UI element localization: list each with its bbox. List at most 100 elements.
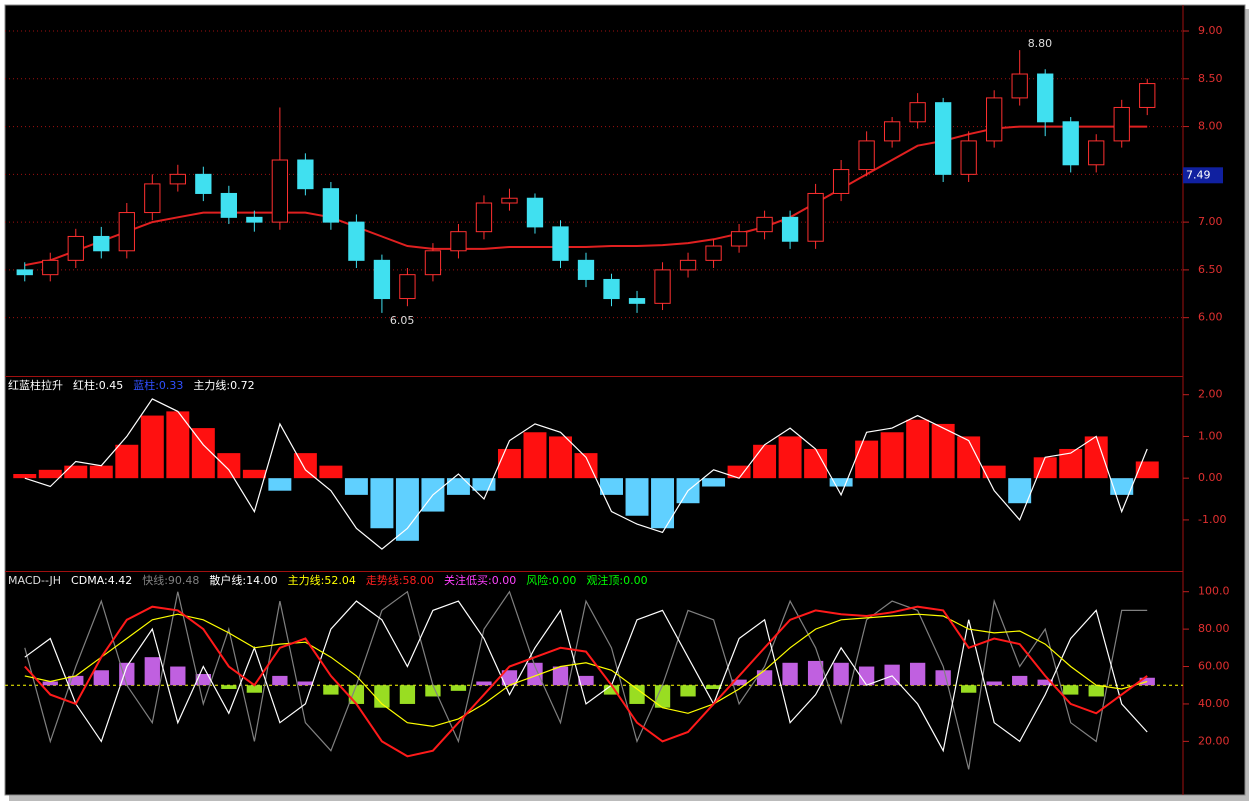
bar bbox=[1059, 448, 1083, 479]
candle-body bbox=[986, 97, 1003, 142]
bar bbox=[702, 478, 726, 487]
histogram-bar bbox=[680, 685, 696, 697]
bar bbox=[982, 465, 1006, 479]
candle-body bbox=[807, 192, 824, 242]
bar bbox=[778, 436, 802, 479]
candle-body bbox=[144, 183, 161, 214]
bar bbox=[727, 465, 751, 479]
bar bbox=[931, 423, 955, 479]
histogram-bar bbox=[450, 685, 467, 691]
chart-frame bbox=[4, 4, 1246, 796]
candle-body bbox=[935, 102, 952, 175]
bar bbox=[1084, 436, 1108, 479]
y-tick-label: 8.00 bbox=[1198, 120, 1223, 133]
histogram-bar bbox=[170, 666, 186, 686]
histogram-bar bbox=[1063, 685, 1079, 695]
bar bbox=[140, 415, 164, 479]
candle-body bbox=[832, 169, 850, 194]
candle-body bbox=[577, 259, 595, 280]
y-tick-label: 20.00 bbox=[1198, 734, 1230, 747]
y-tick-label: -1.00 bbox=[1198, 513, 1226, 526]
candle-body bbox=[960, 140, 977, 175]
y-tick-label: 9.00 bbox=[1198, 24, 1223, 37]
series-line bbox=[24, 125, 1148, 267]
bar bbox=[370, 478, 394, 529]
histogram-bar bbox=[323, 685, 339, 695]
bar bbox=[523, 432, 547, 479]
candle-body bbox=[42, 259, 59, 276]
histogram-bar bbox=[501, 670, 518, 686]
bar bbox=[1033, 457, 1057, 479]
candle-body bbox=[195, 173, 212, 194]
histogram-bar bbox=[935, 670, 951, 686]
bar bbox=[319, 465, 343, 479]
histogram-bar bbox=[425, 685, 441, 697]
bar bbox=[38, 469, 62, 479]
bar bbox=[115, 444, 139, 479]
bar bbox=[957, 436, 981, 479]
candle-body bbox=[1113, 106, 1130, 142]
histogram-bar bbox=[1037, 679, 1053, 686]
histogram-bar bbox=[961, 685, 977, 693]
y-tick-label: 6.50 bbox=[1198, 263, 1223, 276]
histogram-bar bbox=[221, 685, 237, 689]
header-text: 观注顶:0.00 bbox=[586, 573, 647, 587]
candle-body bbox=[399, 274, 416, 300]
bar bbox=[1110, 478, 1134, 495]
series-line bbox=[24, 600, 1148, 753]
bar bbox=[395, 478, 419, 541]
candle-body bbox=[271, 159, 289, 223]
bar bbox=[804, 448, 828, 479]
candle-body bbox=[348, 221, 365, 261]
y-tick-label: 6.00 bbox=[1198, 311, 1223, 324]
y-tick-label: 2.00 bbox=[1198, 388, 1223, 401]
histogram-bar bbox=[833, 662, 849, 686]
bar bbox=[880, 432, 904, 479]
candle-body bbox=[246, 216, 263, 223]
bar bbox=[13, 474, 37, 479]
last-price-label: 7.49 bbox=[1186, 168, 1211, 181]
candle-body bbox=[220, 192, 237, 218]
candle-body bbox=[858, 140, 875, 171]
histogram-bar bbox=[144, 657, 160, 686]
bar bbox=[625, 478, 649, 516]
histogram-bar bbox=[119, 662, 135, 686]
series-line bbox=[24, 398, 1148, 550]
histogram-bar bbox=[986, 681, 1002, 686]
series-line bbox=[24, 613, 1148, 728]
bar bbox=[855, 440, 879, 479]
y-tick-label: 1.00 bbox=[1198, 429, 1223, 442]
bar bbox=[753, 444, 777, 479]
candle-body bbox=[450, 231, 467, 252]
histogram-bar bbox=[552, 666, 569, 686]
histogram-bar bbox=[527, 662, 543, 686]
bar bbox=[268, 478, 292, 491]
candle-body bbox=[1088, 140, 1105, 166]
bar bbox=[1135, 461, 1159, 479]
bar bbox=[242, 469, 266, 479]
y-tick-label: 40.00 bbox=[1198, 697, 1230, 710]
y-tick-label: 7.00 bbox=[1198, 215, 1223, 228]
candle-body bbox=[526, 197, 544, 228]
header-text: CDMA:4.42 bbox=[71, 574, 132, 587]
histogram-bar bbox=[297, 681, 314, 686]
candle-body bbox=[603, 278, 620, 300]
candle-body bbox=[1011, 73, 1028, 99]
histogram-bar bbox=[1088, 685, 1104, 697]
bar bbox=[549, 436, 572, 479]
histogram-bar bbox=[756, 670, 773, 686]
histogram-bar bbox=[654, 685, 671, 708]
histogram-bar bbox=[603, 685, 620, 695]
bar bbox=[344, 478, 368, 495]
header-text: 红蓝柱拉升 bbox=[8, 378, 63, 392]
candle-body bbox=[322, 188, 340, 223]
candle-body bbox=[118, 212, 135, 252]
bar bbox=[574, 453, 598, 479]
histogram-bar bbox=[1139, 677, 1155, 686]
candle-body bbox=[16, 269, 33, 276]
histogram-bar bbox=[272, 675, 288, 686]
header-text: MACD--JH bbox=[8, 574, 61, 587]
header-text: 红柱:0.45 bbox=[73, 378, 123, 392]
histogram-bar bbox=[782, 662, 798, 686]
